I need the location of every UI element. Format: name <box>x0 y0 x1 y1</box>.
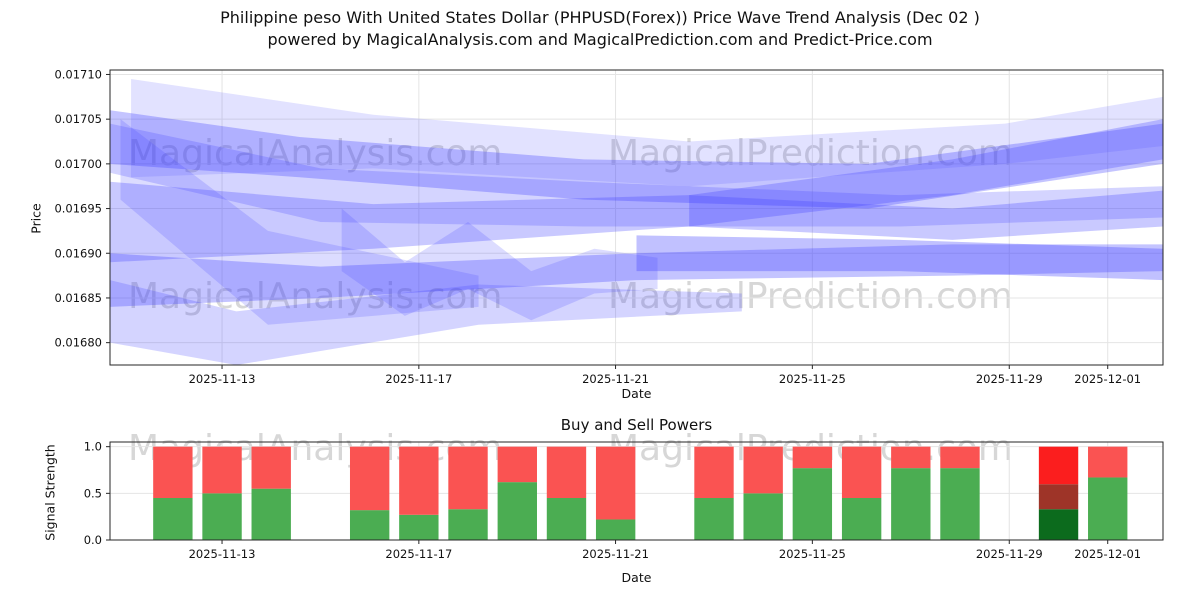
signal-bar-segment <box>349 446 390 511</box>
price-wave-band <box>110 123 1163 227</box>
y-tick-label: 0.01700 <box>54 157 102 171</box>
y-tick-label: 0.01705 <box>54 112 102 126</box>
signal-bar-segment <box>153 498 193 540</box>
signal-bar-segment <box>497 446 537 483</box>
signal-bar-segment <box>743 446 783 494</box>
signal-bar-segment <box>1038 509 1079 540</box>
y-tick-label: 0.01680 <box>54 336 102 350</box>
x-tick-label: 2025-11-29 <box>976 372 1043 386</box>
x-tick-label: 2025-11-17 <box>385 547 452 561</box>
y-tick-label: 0.01690 <box>54 246 102 260</box>
x-tick-label: 2025-11-29 <box>976 547 1043 561</box>
signal-bar-segment <box>694 498 734 540</box>
page-subtitle: powered by MagicalAnalysis.com and Magic… <box>267 30 933 49</box>
y-tick-label: 0.0 <box>84 533 102 547</box>
x-tick-label: 2025-11-25 <box>779 372 846 386</box>
x-tick-label: 2025-12-01 <box>1074 547 1141 561</box>
price-wave-band <box>110 280 742 365</box>
signal-bar-segment <box>546 498 587 540</box>
signal-bar-segment <box>251 488 291 540</box>
x-tick-label: 2025-11-25 <box>779 547 846 561</box>
price-y-axis-label: Price <box>28 203 44 234</box>
watermark-analysis: MagicalAnalysis.com <box>128 133 502 174</box>
signal-bar-segment <box>448 446 488 510</box>
price-x-axis-label: Date <box>621 386 652 401</box>
signal-bar-segment <box>448 509 488 540</box>
signal-bar-segment <box>153 446 193 498</box>
x-tick-label: 2025-11-17 <box>385 372 452 386</box>
signal-bar-segment <box>251 446 291 489</box>
signal-bar-segment <box>497 482 537 540</box>
price-wave-band <box>110 110 1163 209</box>
signal-bar-segment <box>1088 446 1128 478</box>
y-tick-label: 0.5 <box>84 486 102 500</box>
signal-bar-segment <box>595 446 636 520</box>
signal-bar-segment <box>595 519 636 540</box>
signal-bar-segment <box>349 510 390 540</box>
price-wave-band <box>120 119 479 325</box>
watermark-prediction: MagicalPrediction.com <box>608 276 1013 317</box>
price-wave-band <box>341 208 658 321</box>
x-tick-label: 2025-12-01 <box>1074 372 1141 386</box>
watermark-prediction: MagicalPrediction.com <box>608 133 1013 174</box>
signal-chart: MagicalAnalysis.comMagicalPrediction.com… <box>84 428 1164 561</box>
signal-bar-segment <box>841 498 882 540</box>
signal-bar-segment <box>399 514 439 540</box>
signal-bar-segment <box>891 446 931 469</box>
signal-bar-segment <box>792 468 833 540</box>
signal-x-axis-label: Date <box>621 570 652 585</box>
price-wave-band <box>689 119 1163 227</box>
x-tick-label: 2025-11-13 <box>189 547 256 561</box>
signal-bar-segment <box>1088 477 1128 540</box>
signal-bar-segment <box>202 446 242 494</box>
signal-bar-segment <box>694 446 734 498</box>
price-wave-band <box>131 78 1163 187</box>
plot-border <box>109 441 1164 541</box>
page-title: Philippine peso With United States Dolla… <box>220 8 980 27</box>
signal-bar-segment <box>399 446 439 515</box>
signal-bar-segment <box>891 468 931 540</box>
signal-bar-segment <box>202 493 242 540</box>
price-chart: MagicalAnalysis.com MagicalPrediction.com… <box>54 67 1164 386</box>
watermark-analysis: MagicalAnalysis.com <box>128 276 502 317</box>
signal-bar-segment <box>940 468 980 540</box>
plot-border <box>109 69 1164 366</box>
signal-bar-segment <box>1038 484 1079 510</box>
price-wave-band <box>110 181 1163 263</box>
x-tick-label: 2025-11-21 <box>582 547 649 561</box>
y-tick-label: 1.0 <box>84 440 102 454</box>
signal-bar-segment <box>792 446 833 469</box>
signal-bar-segment <box>841 446 882 498</box>
price-wave-band <box>636 235 1163 281</box>
y-tick-label: 0.01685 <box>54 291 102 305</box>
x-tick-label: 2025-11-21 <box>582 372 649 386</box>
y-tick-label: 0.01695 <box>54 202 102 216</box>
signal-bar-segment <box>743 493 783 540</box>
signal-bar-segment <box>940 446 980 469</box>
x-tick-label: 2025-11-13 <box>189 372 256 386</box>
signal-bar-segment <box>546 446 587 498</box>
signal-y-axis-label: Signal Strength <box>42 444 58 541</box>
signal-bar-segment <box>1038 446 1079 485</box>
price-wave-band <box>110 244 1163 307</box>
signal-chart-title: Buy and Sell Powers <box>560 416 713 434</box>
y-tick-label: 0.01710 <box>54 67 102 81</box>
